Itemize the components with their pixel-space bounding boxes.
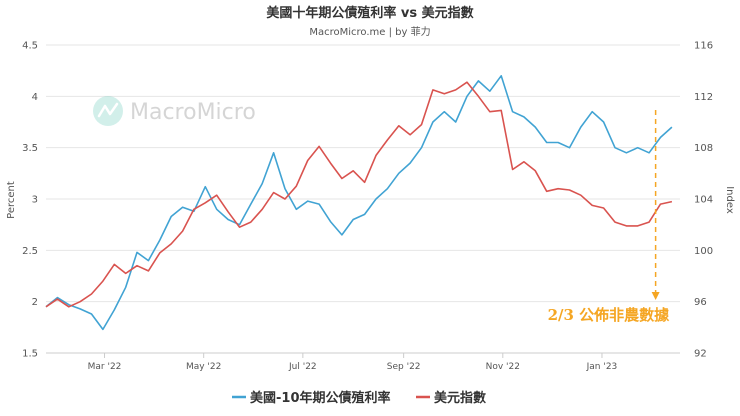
watermark-icon <box>93 96 123 126</box>
left-axis-label: Percent <box>6 181 17 219</box>
x-tick-label: Nov '22 <box>486 362 520 372</box>
left-tick-label: 3.5 <box>22 143 38 154</box>
right-tick-label: 104 <box>694 195 713 206</box>
chart-title: 美國十年期公債殖利率 vs 美元指數 <box>266 5 473 21</box>
left-tick-label: 3 <box>32 195 38 206</box>
left-tick-label: 2.5 <box>22 246 38 257</box>
legend-label-treasury: 美國-10年期公債殖利率 <box>250 390 391 406</box>
x-tick-label: Mar '22 <box>88 362 122 372</box>
x-tick-label: Jan '23 <box>586 362 618 372</box>
x-tick-label: Jul '22 <box>288 362 317 372</box>
right-tick-label: 100 <box>694 246 713 257</box>
treasury-yield-line <box>45 75 673 331</box>
left-tick-label: 2 <box>32 297 38 308</box>
chart-subtitle: MacroMicro.me | by 菲力 <box>309 25 430 38</box>
left-tick-label: 4.5 <box>22 41 38 52</box>
left-axis-ticks: 1.5 2 2.5 3 3.5 4 4.5 <box>22 41 38 360</box>
legend: 美國-10年期公債殖利率 美元指數 <box>232 390 486 406</box>
dollar-index-line <box>45 81 673 308</box>
watermark-icon-mark <box>97 102 119 118</box>
watermark-logo: MacroMicro <box>93 96 256 126</box>
left-tick-label: 1.5 <box>22 349 38 360</box>
right-tick-label: 108 <box>694 143 713 154</box>
legend-label-dollar: 美元指數 <box>434 390 486 406</box>
right-tick-label: 112 <box>694 92 713 103</box>
grid-lines <box>46 44 680 354</box>
series-lines <box>45 75 673 331</box>
watermark-text: MacroMicro <box>130 100 256 125</box>
annotation-label: 2/3 公佈非農數據 <box>548 306 671 324</box>
annotation-arrow-icon <box>651 292 660 300</box>
x-tick-label: Sep '22 <box>387 362 421 372</box>
right-axis-label: Index <box>724 186 735 214</box>
x-tick-label: May '22 <box>186 362 221 372</box>
annotation <box>651 110 660 300</box>
x-axis-ticks: Mar '22 May '22 Jul '22 Sep '22 Nov '22 Jan '… <box>46 352 680 372</box>
right-tick-label: 116 <box>694 41 713 52</box>
right-axis-ticks: 92 96 100 104 108 112 116 <box>694 41 713 360</box>
right-tick-label: 92 <box>694 349 707 360</box>
left-tick-label: 4 <box>32 92 38 103</box>
right-tick-label: 96 <box>694 297 707 308</box>
